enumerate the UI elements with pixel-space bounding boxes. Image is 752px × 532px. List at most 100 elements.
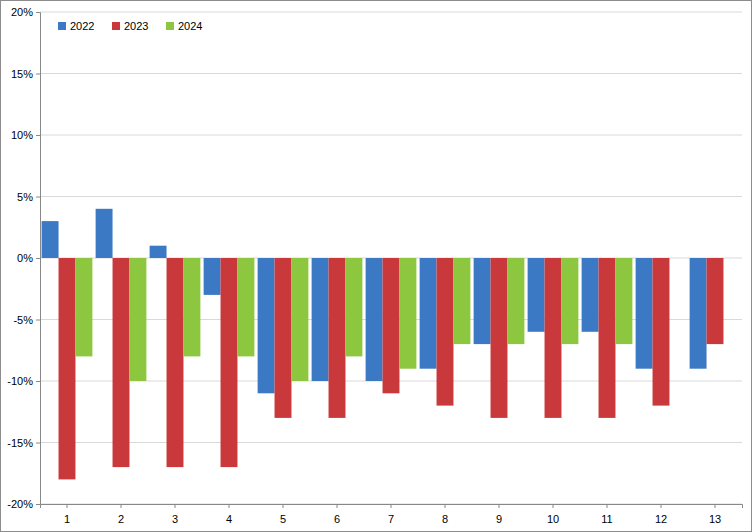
- bars: [42, 209, 724, 480]
- plot: -20%-15%-10%-5%0%5%10%15%20%123456789101…: [7, 6, 742, 525]
- bar: [275, 258, 292, 418]
- grid: [40, 12, 742, 504]
- bar: [582, 258, 599, 332]
- bar: [599, 258, 616, 418]
- frame: [1, 1, 752, 532]
- y-tick-label: 20%: [11, 6, 33, 18]
- bar: [528, 258, 545, 332]
- y-tick-mark: [36, 258, 40, 259]
- grid-line: [40, 73, 742, 74]
- x-tick-mark: [229, 504, 230, 508]
- legend-label: 2023: [124, 20, 148, 32]
- grid-line: [40, 135, 742, 136]
- x-tick-label: 6: [334, 513, 340, 525]
- x-tick-label: 1: [64, 513, 70, 525]
- legend-label: 2024: [178, 20, 202, 32]
- y-tick: -5%: [13, 314, 40, 326]
- bar: [399, 258, 416, 369]
- y-tick-label: -10%: [7, 375, 33, 387]
- y-tick: 20%: [11, 6, 40, 18]
- y-tick-label: -5%: [13, 314, 33, 326]
- y-tick: -20%: [7, 498, 40, 510]
- y-tick: 15%: [11, 68, 40, 80]
- legend-label: 2022: [70, 20, 94, 32]
- bar: [491, 258, 508, 418]
- legend-item: 2023: [112, 20, 148, 32]
- x-tick-mark: [445, 504, 446, 508]
- x-tick-label: 13: [709, 513, 721, 525]
- y-tick-mark: [36, 504, 40, 505]
- x-tick-mark: [499, 504, 500, 508]
- x-tick: 7: [388, 504, 394, 525]
- x-tick: 10: [547, 504, 559, 525]
- bar: [474, 258, 491, 344]
- y-axis: -20% -15% -10% -5% 0% 5% 10% 15% 20%: [7, 6, 40, 510]
- bar: [258, 258, 275, 393]
- bar: [345, 258, 362, 356]
- x-tick-label: 8: [442, 513, 448, 525]
- legend-swatch: [58, 22, 66, 30]
- y-tick: -15%: [7, 437, 40, 449]
- x-tick: 2: [118, 504, 124, 525]
- bar: [291, 258, 308, 381]
- bar: [561, 258, 578, 344]
- x-tick-label: 10: [547, 513, 559, 525]
- x-tick-mark: [715, 504, 716, 508]
- bar: [221, 258, 238, 467]
- x-tick-label: 7: [388, 513, 394, 525]
- grid-line: [40, 442, 742, 443]
- x-tick-mark: [607, 504, 608, 508]
- y-tick-label: 5%: [17, 191, 33, 203]
- y-tick-mark: [36, 443, 40, 444]
- grid-line: [40, 12, 742, 13]
- grid-line: [40, 196, 742, 197]
- bar: [150, 246, 167, 258]
- bar: [383, 258, 400, 393]
- x-tick-mark: [67, 504, 68, 508]
- x-tick-label: 3: [172, 513, 178, 525]
- bar: [615, 258, 632, 344]
- bar: [204, 258, 221, 295]
- bar: [42, 221, 59, 258]
- x-tick: 8: [442, 504, 448, 525]
- bar: [420, 258, 437, 369]
- bar: [690, 258, 707, 369]
- x-tick: 13: [709, 504, 721, 525]
- legend-swatch: [112, 22, 120, 30]
- x-tick: 9: [496, 504, 502, 525]
- y-tick-label: -15%: [7, 437, 33, 449]
- bar: [329, 258, 346, 418]
- bar: [636, 258, 653, 369]
- y-tick-mark: [36, 197, 40, 198]
- x-axis: 12345678910111213: [41, 504, 743, 525]
- x-tick-label: 4: [226, 513, 232, 525]
- bar: [167, 258, 184, 467]
- x-tick-label: 12: [655, 513, 667, 525]
- chart: -20%-15%-10%-5%0%5%10%15%20%123456789101…: [0, 0, 752, 532]
- y-tick-label: 0%: [17, 252, 33, 264]
- x-tick-mark: [661, 504, 662, 508]
- bar: [113, 258, 130, 467]
- bar: [653, 258, 670, 406]
- x-tick: 6: [334, 504, 340, 525]
- bar: [366, 258, 383, 381]
- x-tick: 1: [64, 504, 70, 525]
- y-tick-mark: [36, 320, 40, 321]
- x-tick: 11: [601, 504, 612, 525]
- bar: [545, 258, 562, 418]
- series-2: [75, 258, 632, 381]
- x-tick-mark: [175, 504, 176, 508]
- x-tick-label: 9: [496, 513, 502, 525]
- y-tick: 5%: [17, 191, 40, 203]
- x-tick-label: 11: [601, 513, 612, 525]
- x-tick: 3: [172, 504, 178, 525]
- y-tick-label: 15%: [11, 68, 33, 80]
- y-tick-label: -20%: [7, 498, 33, 510]
- legend-item: 2022: [58, 20, 94, 32]
- y-axis-line: [36, 13, 41, 505]
- y-tick-mark: [36, 12, 40, 13]
- y-tick: 10%: [11, 129, 40, 141]
- x-tick-mark: [553, 504, 554, 508]
- bar: [453, 258, 470, 344]
- x-tick: 5: [280, 504, 286, 525]
